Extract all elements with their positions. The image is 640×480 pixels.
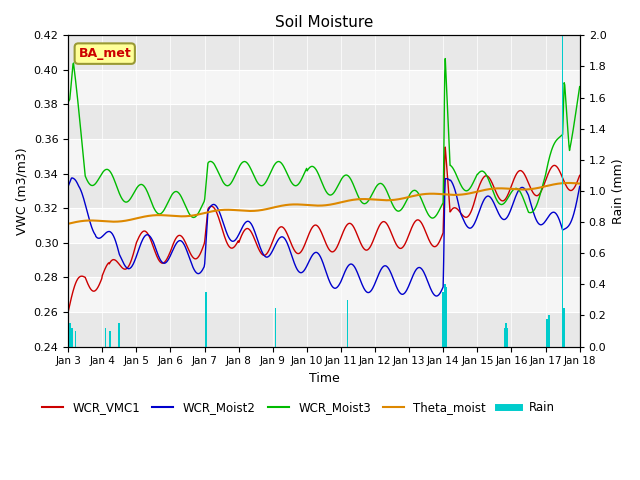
Bar (347, 300, 348, 347)
Bar (507, 328, 508, 347)
Bar (68, 243, 580, 277)
Bar (68, 208, 580, 243)
Bar (68, 105, 580, 139)
Bar (205, 292, 207, 347)
Bar (118, 323, 120, 347)
Bar (505, 323, 507, 347)
Bar (562, 36, 563, 347)
Text: BA_met: BA_met (78, 47, 131, 60)
Bar (75, 331, 76, 347)
Bar (68, 312, 580, 347)
Bar (109, 331, 111, 347)
X-axis label: Time: Time (308, 372, 339, 385)
Bar (548, 315, 550, 347)
Bar (444, 284, 445, 347)
Legend: WCR_VMC1, WCR_Moist2, WCR_Moist3, Theta_moist, Rain: WCR_VMC1, WCR_Moist2, WCR_Moist3, Theta_… (37, 396, 559, 419)
Y-axis label: VWC (m3/m3): VWC (m3/m3) (15, 147, 28, 235)
Bar (69, 323, 70, 347)
Y-axis label: Rain (mm): Rain (mm) (612, 158, 625, 224)
Bar (68, 139, 580, 174)
Bar (504, 328, 505, 347)
Bar (275, 308, 276, 347)
Bar (105, 328, 106, 347)
Title: Soil Moisture: Soil Moisture (275, 15, 373, 30)
Bar (68, 174, 580, 208)
Bar (442, 292, 444, 347)
Bar (68, 277, 580, 312)
Bar (445, 288, 447, 347)
Bar (68, 36, 580, 70)
Bar (563, 308, 565, 347)
Bar (547, 319, 548, 347)
Bar (71, 328, 73, 347)
Bar (68, 70, 580, 105)
